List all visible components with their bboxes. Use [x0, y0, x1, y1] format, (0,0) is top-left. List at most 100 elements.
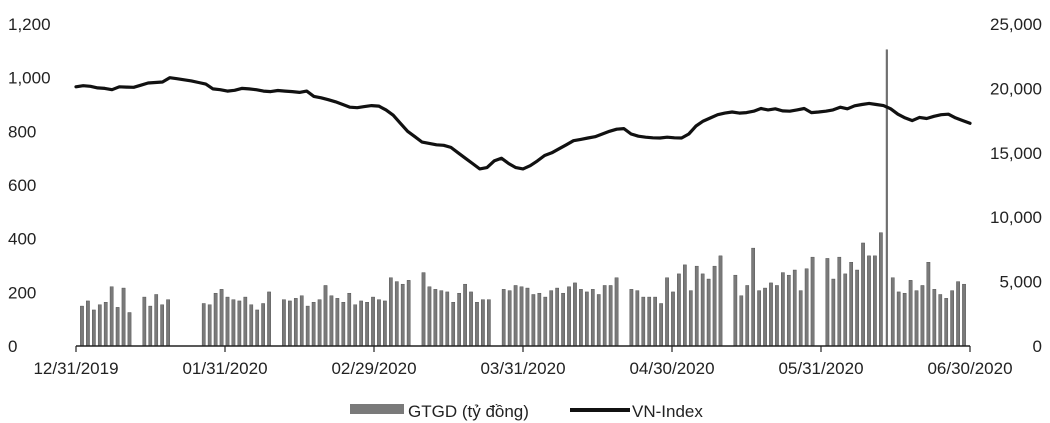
volume-bar — [641, 296, 646, 347]
volume-bar — [608, 285, 613, 347]
volume-bar — [671, 291, 675, 347]
volume-bar — [867, 255, 871, 347]
volume-bar — [849, 262, 854, 347]
volume-bar — [103, 302, 108, 347]
volume-bar — [962, 283, 966, 347]
volume-bar — [353, 304, 358, 347]
volume-bar — [879, 232, 883, 347]
legend-label-vnindex: VN-Index — [632, 402, 703, 421]
volume-bar — [653, 296, 657, 347]
volume-bar — [677, 273, 681, 347]
x-tick-label: 04/30/2020 — [629, 359, 714, 378]
volume-bar — [341, 302, 346, 347]
volume-bar — [317, 299, 322, 347]
volume-bar — [537, 292, 542, 347]
volume-bar — [213, 292, 218, 347]
volume-bar — [596, 294, 601, 347]
volume-bar — [507, 290, 512, 347]
index-line-layer — [74, 76, 972, 171]
volume-bar — [293, 298, 298, 347]
volume-bar — [421, 272, 426, 347]
volume-bar — [243, 296, 248, 347]
volume-bar — [843, 273, 848, 347]
legend-swatch-gtgd — [350, 404, 404, 414]
volume-bar — [798, 290, 803, 347]
volume-bar — [92, 309, 96, 347]
volume-bar — [86, 300, 90, 347]
x-tick-label: 03/31/2020 — [480, 359, 565, 378]
volume-bar — [237, 300, 242, 347]
y-right-tick-label: 20,000 — [990, 79, 1042, 98]
volume-bar — [885, 49, 888, 347]
volume-bar — [908, 280, 913, 347]
volume-bar — [160, 304, 164, 347]
volume-bar — [148, 305, 153, 347]
volume-bar — [531, 294, 536, 347]
volume-bar — [706, 278, 711, 347]
x-tick-label: 12/31/2019 — [33, 359, 118, 378]
volume-bar — [804, 268, 809, 347]
volume-bar — [792, 269, 797, 347]
volume-bar — [543, 296, 548, 347]
volume-bar — [769, 282, 773, 347]
volume-bar — [890, 277, 895, 347]
volume-bar — [427, 286, 432, 347]
volume-bar — [329, 295, 334, 347]
volume-bar — [121, 287, 126, 347]
volume-bar — [457, 292, 461, 347]
volume-bar — [288, 300, 292, 347]
volume-bar — [665, 277, 669, 347]
volume-bar — [873, 255, 877, 347]
volume-bar — [365, 302, 369, 347]
x-tick-label: 05/31/2020 — [778, 359, 863, 378]
volume-bar — [920, 285, 925, 347]
legend: GTGD (tỷ đồng) VN-Index — [350, 402, 703, 421]
volume-bar — [712, 265, 717, 347]
volume-bar — [775, 285, 779, 347]
volume-bar — [733, 274, 738, 347]
volume-bar — [549, 290, 554, 347]
volume-bar — [481, 299, 485, 347]
volume-bar — [261, 303, 265, 347]
volume-bar — [525, 287, 530, 347]
volume-bar — [394, 281, 399, 347]
volume-bar — [757, 290, 761, 347]
volume-bar — [718, 255, 723, 347]
volume-bar — [831, 278, 836, 347]
volume-bar — [109, 286, 114, 347]
y-axis-right-ticks: 0 5,000 10,000 15,000 20,000 25,000 — [990, 15, 1042, 356]
volume-bar — [439, 290, 444, 347]
volume-bar — [406, 280, 411, 347]
volume-bar — [389, 277, 393, 347]
y-axis-left-ticks: 0 200 400 600 800 1,000 1,200 — [8, 15, 51, 356]
volume-bar — [786, 274, 791, 347]
volume-bar — [956, 281, 960, 347]
volume-bar — [267, 291, 271, 347]
volume-bar — [745, 285, 750, 347]
volume-bar — [299, 295, 304, 347]
y-right-tick-label: 0 — [1033, 337, 1042, 356]
volume-bar — [647, 296, 652, 347]
y-left-tick-label: 600 — [8, 176, 36, 195]
y-right-tick-label: 25,000 — [990, 15, 1042, 34]
volume-bar — [127, 312, 132, 347]
volume-bar — [371, 296, 375, 347]
volume-bar — [207, 304, 212, 347]
volume-bar — [914, 290, 919, 347]
volume-bar — [249, 304, 254, 347]
volume-bar — [902, 292, 907, 347]
x-tick-label: 01/31/2020 — [182, 359, 267, 378]
legend-label-gtgd: GTGD (tỷ đồng) — [408, 402, 529, 421]
volume-bar — [469, 291, 473, 347]
volume-bar — [97, 304, 102, 347]
y-left-tick-label: 200 — [8, 283, 36, 302]
volume-bar — [855, 269, 859, 347]
volume-bar — [810, 256, 815, 347]
x-axis-ticks: 12/31/2019 01/31/2020 02/29/2020 03/31/2020… — [33, 346, 1013, 378]
volume-bar — [282, 299, 286, 347]
volume-bar — [635, 290, 640, 347]
volume-bar — [487, 299, 491, 347]
volume-bar — [225, 296, 230, 347]
